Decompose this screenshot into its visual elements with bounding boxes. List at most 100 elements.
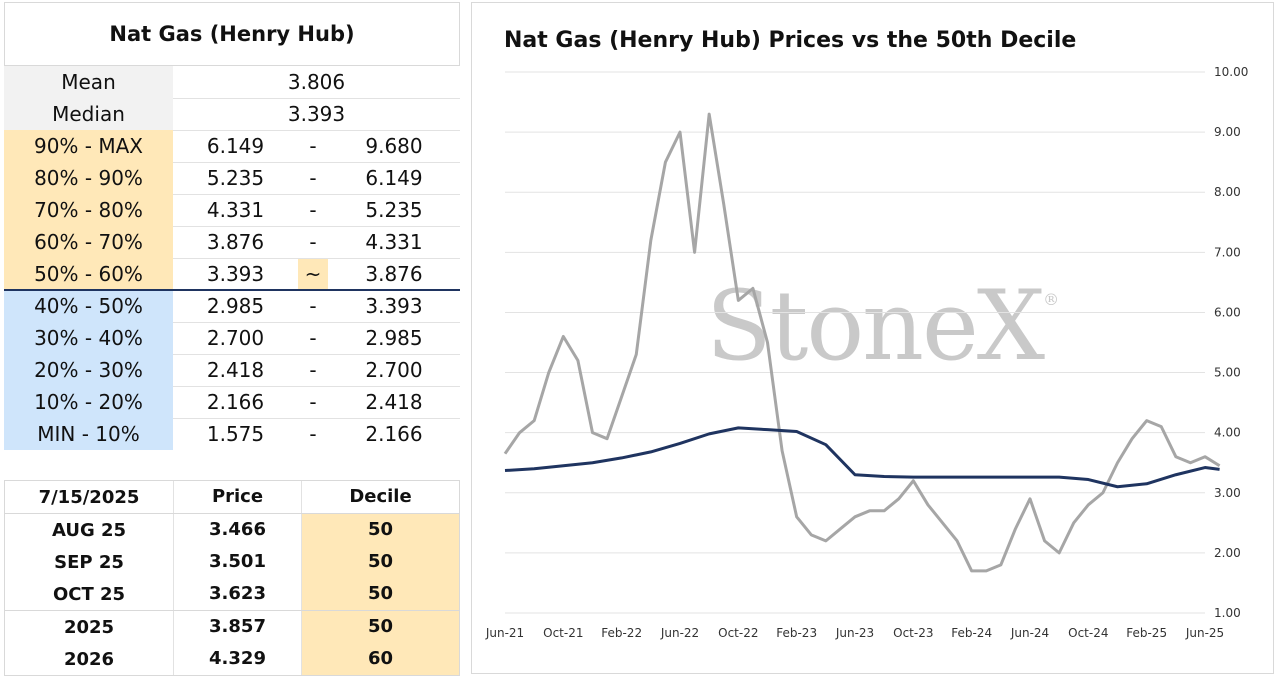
contract-decile: 50 — [301, 578, 459, 610]
decile-separator: - — [309, 294, 317, 318]
decile-row: 70% - 80% 4.331 - 5.235 — [4, 194, 460, 226]
contract-name: 2025 — [63, 616, 115, 638]
decile-high: 5.235 — [365, 198, 423, 222]
decile-high: 2.166 — [365, 422, 423, 446]
decile-separator: ~ — [298, 259, 328, 289]
contract-row: 2025 3.857 50 — [5, 610, 459, 643]
decile-separator: - — [309, 134, 317, 158]
registered-mark: ® — [1043, 290, 1059, 309]
row-divider — [4, 354, 460, 355]
x-tick-label: Oct-22 — [718, 626, 758, 640]
decile-range-label: 90% - MAX — [4, 130, 173, 162]
contract-row: OCT 25 3.623 50 — [5, 578, 459, 610]
decile-row: 50% - 60% 3.393 ~3.876 — [4, 258, 460, 290]
row-divider — [4, 162, 460, 163]
decile-low: 2.418 — [206, 358, 265, 382]
decile-high: 4.331 — [365, 230, 423, 254]
x-tick-label: Oct-24 — [1068, 626, 1108, 640]
y-tick-label: 7.00 — [1214, 245, 1241, 259]
x-tick-label: Oct-23 — [893, 626, 933, 640]
decile-row: 30% - 40% 2.700 - 2.985 — [4, 322, 460, 354]
mean-value: 3.806 — [287, 70, 346, 94]
y-tick-label: 10.00 — [1214, 65, 1248, 79]
contract-price: 3.501 — [173, 546, 301, 578]
decile-range-label: 20% - 30% — [4, 354, 173, 386]
decile-range-label: 80% - 90% — [4, 162, 173, 194]
decile-high: 2.700 — [365, 358, 423, 382]
header-price: Price — [173, 481, 301, 513]
contract-row: AUG 25 3.466 50 — [5, 514, 459, 546]
contract-price: 4.329 — [173, 643, 301, 675]
header-decile: Decile — [301, 481, 459, 513]
decile-row: 40% - 50% 2.985 - 3.393 — [4, 290, 460, 322]
x-tick-label: Feb-25 — [1126, 626, 1167, 640]
decile-range-label: 50% - 60% — [4, 258, 173, 290]
decile-separator: - — [309, 326, 317, 350]
decile-low: 3.876 — [206, 230, 265, 254]
contract-name: SEP 25 — [54, 551, 124, 573]
decile-range-label: 70% - 80% — [4, 194, 173, 226]
contract-name: AUG 25 — [51, 519, 127, 541]
header-date: 7/15/2025 — [38, 486, 140, 508]
decile-high: 3.876 — [365, 262, 423, 286]
contract-decile: 50 — [301, 546, 459, 578]
decile-row: 60% - 70% 3.876 - 4.331 — [4, 226, 460, 258]
chart-title: Nat Gas (Henry Hub) Prices vs the 50th D… — [504, 28, 1077, 53]
decile-row: 20% - 30% 2.418 - 2.700 — [4, 354, 460, 386]
contract-name: OCT 25 — [52, 583, 126, 605]
median-label: Median — [4, 98, 173, 130]
median-value: 3.393 — [287, 102, 346, 126]
row-divider — [4, 386, 460, 387]
decile-high: 3.393 — [365, 294, 423, 318]
x-tick-label: Jun-23 — [835, 626, 874, 640]
median-decile-series-line — [504, 426, 1220, 489]
y-tick-label: 4.00 — [1214, 426, 1241, 440]
median-row: Median 3.393 — [4, 98, 460, 130]
chart-panel — [471, 2, 1274, 674]
decile-separator: - — [309, 390, 317, 414]
decile-range-label: 30% - 40% — [4, 322, 173, 354]
y-tick-label: 5.00 — [1214, 366, 1241, 380]
decile-low: 5.235 — [206, 166, 265, 190]
x-tick-label: Feb-24 — [951, 626, 992, 640]
contract-price: 3.466 — [173, 514, 301, 546]
x-tick-label: Jun-25 — [1185, 626, 1224, 640]
decile-table-title: Nat Gas (Henry Hub) — [4, 2, 460, 66]
x-tick-label: Feb-22 — [601, 626, 642, 640]
decile-high: 6.149 — [365, 166, 423, 190]
decile-high: 9.680 — [365, 134, 423, 158]
decile-low: 3.393 — [206, 262, 265, 286]
decile-range-label: 10% - 20% — [4, 386, 173, 418]
contract-decile: 60 — [301, 643, 459, 675]
x-tick-label: Feb-23 — [776, 626, 817, 640]
decile-range-label: MIN - 10% — [4, 418, 173, 450]
row-divider — [4, 322, 460, 323]
decile-high: 2.418 — [365, 390, 423, 414]
decile-separator: - — [309, 198, 317, 222]
contracts-table: 7/15/2025 Price Decile AUG 25 3.466 50 SEP … — [4, 480, 460, 676]
contract-row: 2026 4.329 60 — [5, 643, 459, 675]
decile-range-label: 40% - 50% — [4, 290, 173, 322]
contract-row: SEP 25 3.501 50 — [5, 546, 459, 578]
x-tick-label: Jun-24 — [1010, 626, 1049, 640]
contract-price: 3.857 — [173, 611, 301, 643]
decile-separator: - — [309, 166, 317, 190]
decile-row: MIN - 10% 1.575 - 2.166 — [4, 418, 460, 450]
decile-table: Nat Gas (Henry Hub) Mean 3.806 Median 3.… — [4, 2, 460, 450]
median-divider — [4, 289, 460, 291]
x-tick-label: Jun-22 — [660, 626, 699, 640]
mean-row: Mean 3.806 — [4, 66, 460, 98]
contract-decile: 50 — [301, 514, 459, 546]
decile-range-label: 60% - 70% — [4, 226, 173, 258]
y-tick-label: 3.00 — [1214, 486, 1241, 500]
y-tick-label: 6.00 — [1214, 305, 1241, 319]
y-tick-label: 2.00 — [1214, 546, 1241, 560]
decile-low: 2.985 — [206, 294, 265, 318]
x-tick-label: Jun-21 — [485, 626, 524, 640]
contracts-header-row: 7/15/2025 Price Decile — [5, 481, 459, 514]
decile-row: 80% - 90% 5.235 - 6.149 — [4, 162, 460, 194]
row-divider — [4, 194, 460, 195]
decile-separator: - — [309, 230, 317, 254]
y-tick-label: 9.00 — [1214, 125, 1241, 139]
